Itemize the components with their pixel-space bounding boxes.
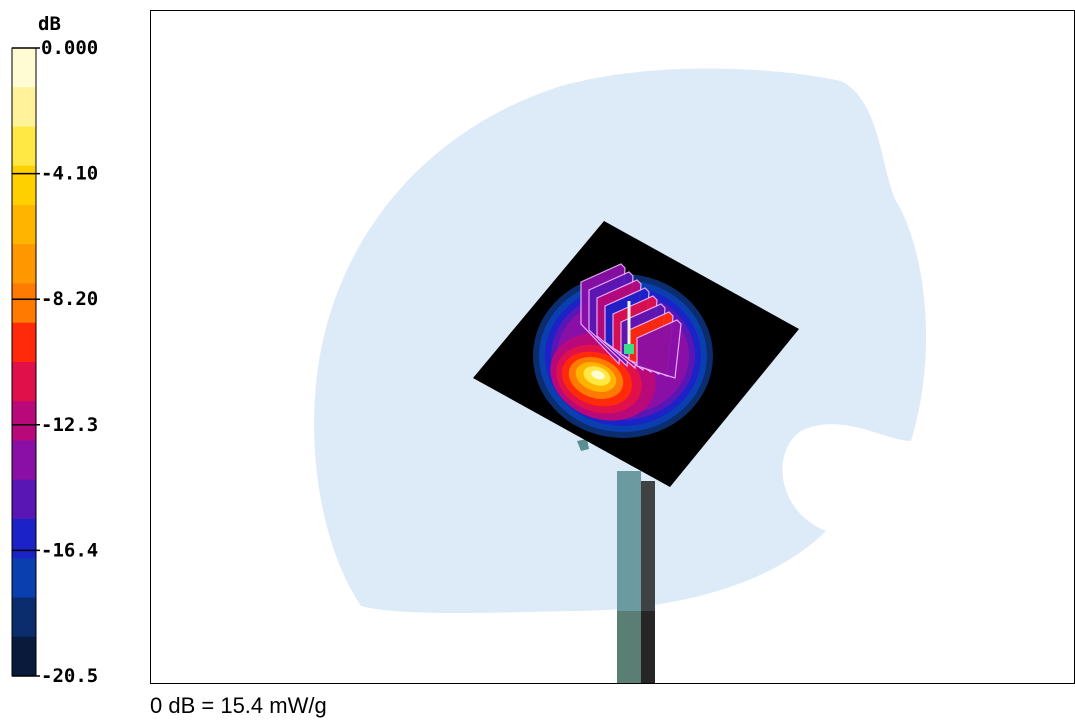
colorbar-band — [12, 558, 36, 598]
sar-3d-view[interactable] — [150, 10, 1075, 684]
colorbar-band — [12, 126, 36, 167]
colorbar-band — [12, 283, 36, 324]
colorbar-band — [12, 205, 36, 245]
colorbar-tick-label: -12.3 — [41, 414, 98, 436]
colorbar-band — [12, 244, 36, 284]
reference-caption: 0 dB = 15.4 mW/g — [150, 693, 327, 718]
colorbar-band — [12, 440, 36, 481]
colorbar-band — [12, 362, 36, 402]
zoom-scan-slice — [636, 319, 682, 379]
sar-hotspot-contour — [591, 370, 605, 380]
colorbar-unit-label: dB — [38, 13, 61, 35]
colorbar-band — [12, 165, 36, 206]
colorbar-band — [12, 636, 36, 677]
colorbar-tick-label: -16.4 — [41, 539, 98, 561]
probe-stand-base — [617, 611, 641, 683]
colorbar-band — [12, 597, 36, 638]
colorbar-tick-label: -4.10 — [41, 163, 98, 185]
zoom-scan-slices — [580, 263, 682, 379]
probe-stand-base-shadow — [641, 611, 655, 683]
colorbar-ticks: 0.000 -4.10 -8.20 -12.3 -16.4 -20.5 — [12, 37, 98, 687]
colorbar-band — [12, 401, 36, 441]
colorbar: dB 0.000 -4.10 -8.20 -12.3 -16.4 -20.5 — [11, 13, 98, 687]
colorbar-band — [12, 87, 36, 127]
probe-connector — [577, 439, 589, 451]
colorbar-bands — [11, 47, 37, 677]
colorbar-band — [12, 48, 36, 88]
probe-marker — [624, 344, 634, 354]
colorbar-tick-label: -20.5 — [41, 665, 98, 687]
colorbar-band — [12, 322, 36, 363]
colorbar-tick-label: -8.20 — [41, 288, 98, 310]
colorbar-band — [12, 479, 36, 520]
colorbar-band — [12, 519, 36, 559]
sar-scene — [314, 68, 927, 683]
colorbar-tick-label: 0.000 — [41, 37, 98, 59]
